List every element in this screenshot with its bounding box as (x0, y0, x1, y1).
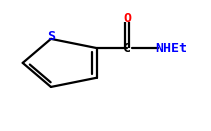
Text: S: S (47, 30, 55, 43)
Text: C: C (123, 42, 131, 54)
Text: NHEt: NHEt (155, 42, 187, 54)
Text: O: O (123, 12, 131, 25)
